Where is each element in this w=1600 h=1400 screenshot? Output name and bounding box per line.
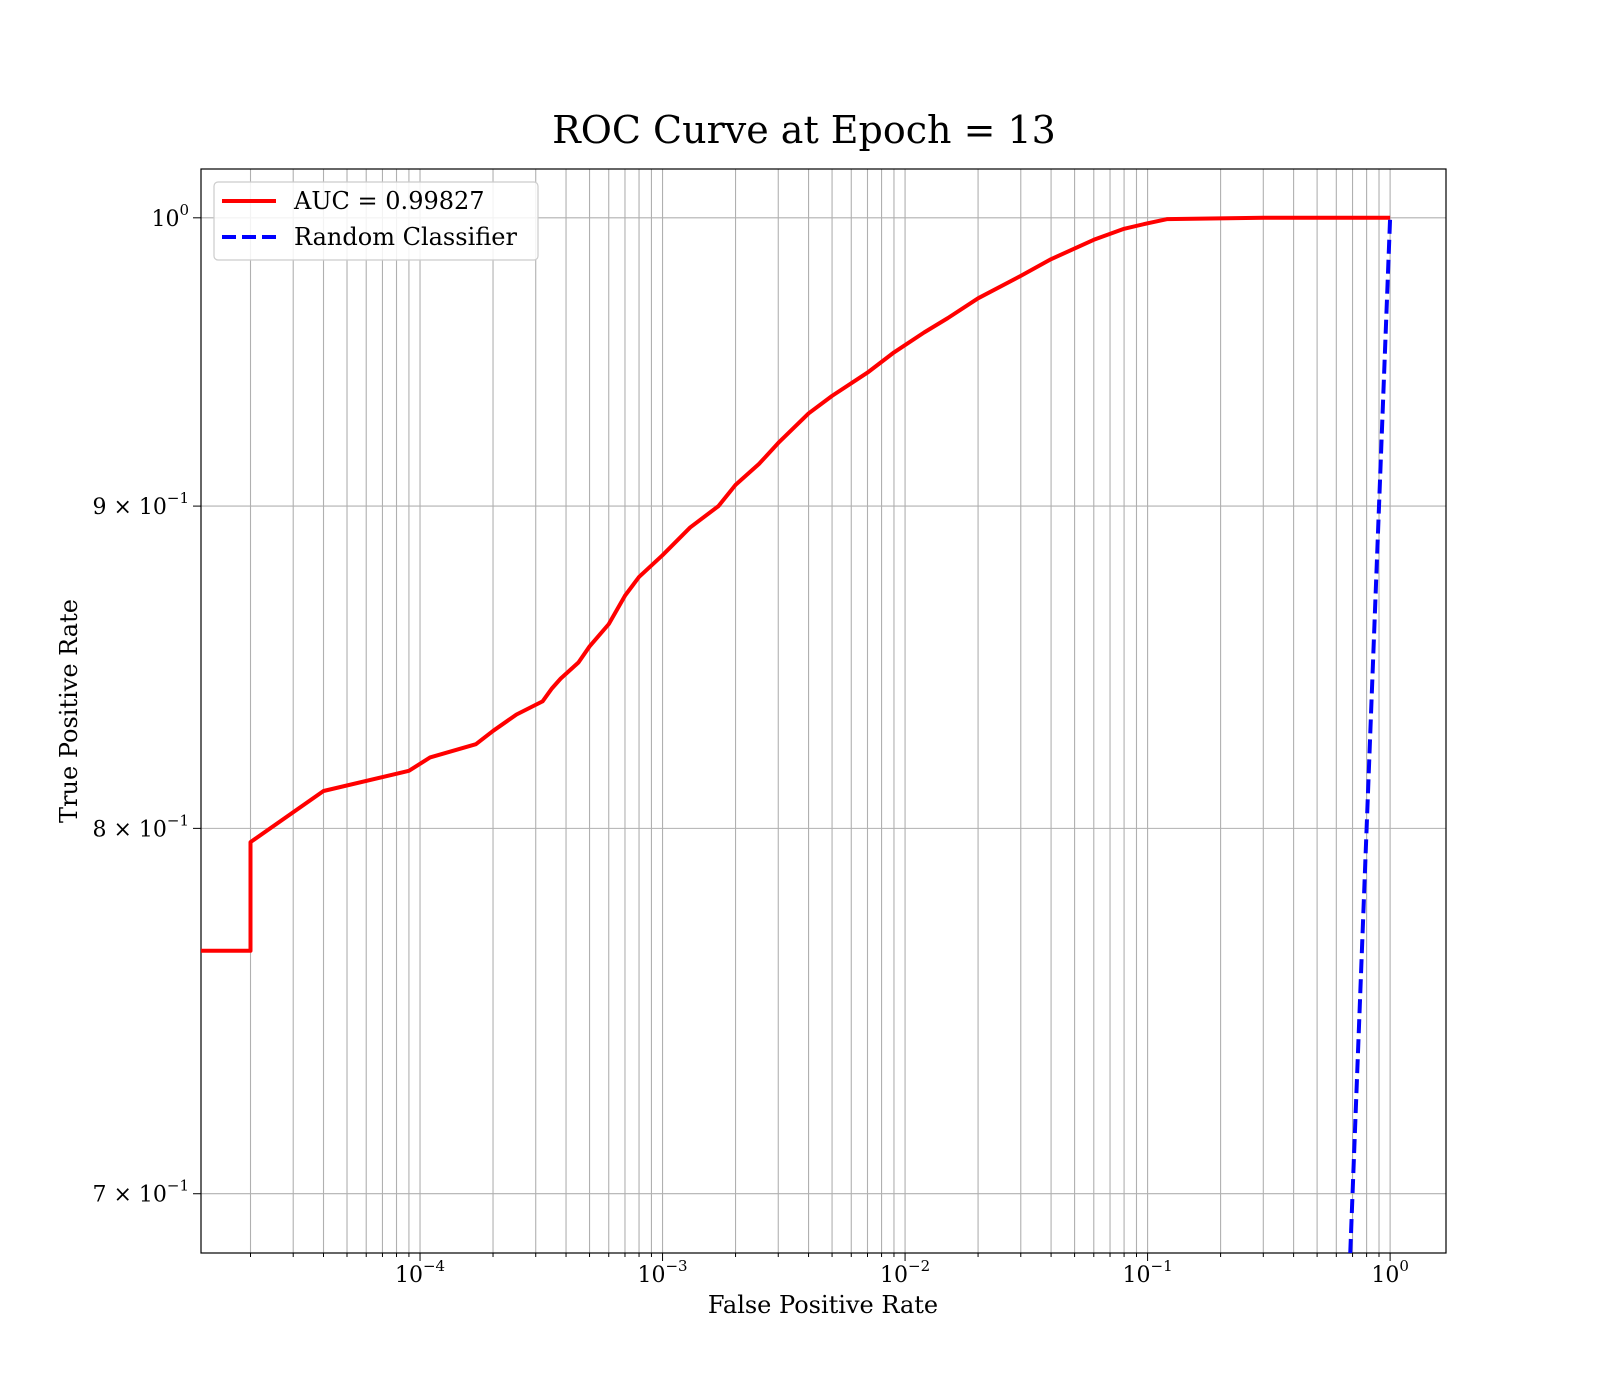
series <box>201 215 1393 1253</box>
plot-area-frame <box>200 168 1447 1254</box>
x-tick-label: 10−4 <box>395 1257 445 1288</box>
y-axis-label: True Positive Rate <box>55 599 83 823</box>
legend-label-auc: AUC = 0.99827 <box>293 187 485 215</box>
x-tick-label: 10−3 <box>637 1257 687 1288</box>
legend-box <box>213 181 539 261</box>
roc-curve-line <box>201 215 1391 953</box>
tick-labels: 10−4 10−3 10−2 10−1 100 100 9 × 10−1 8 × 10−1 7 … <box>92 201 1408 1288</box>
y-tick-label: 8 × 10−1 <box>92 811 189 842</box>
y-tick-label: 9 × 10−1 <box>92 489 189 520</box>
x-tick-label: 10−2 <box>880 1257 930 1288</box>
random-classifier-line <box>1348 217 1393 1253</box>
legend-label-random: Random Classifier <box>294 223 517 251</box>
tick-marks <box>193 217 1391 1261</box>
y-tick-label: 7 × 10−1 <box>92 1177 189 1208</box>
x-tick-label: 10−1 <box>1123 1257 1173 1288</box>
x-tick-label: 100 <box>1371 1257 1409 1288</box>
y-tick-label: 100 <box>151 201 189 232</box>
x-axis-label: False Positive Rate <box>708 1291 938 1319</box>
grid <box>201 169 1446 1253</box>
chart-title: ROC Curve at Epoch = 13 <box>552 108 1056 152</box>
legend: AUC = 0.99827 Random Classifier <box>213 181 539 261</box>
